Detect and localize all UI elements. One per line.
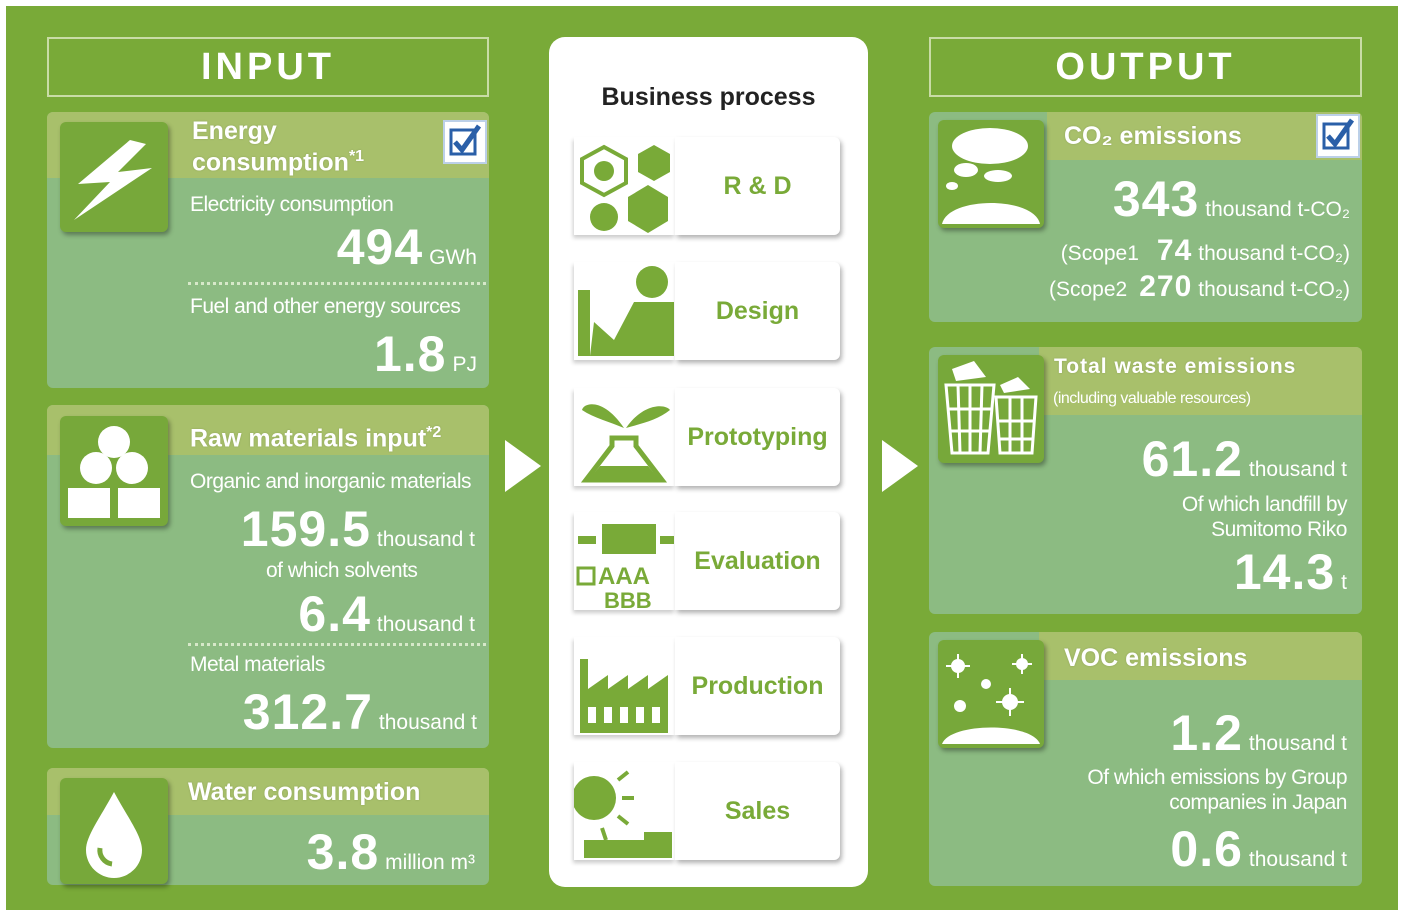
value: (Scope1 74 thousand t-CO₂) <box>1061 234 1350 268</box>
process-step: R & D <box>549 137 868 235</box>
value: 343 thousand t-CO₂ <box>1113 170 1350 228</box>
step-label: Evaluation <box>675 512 840 610</box>
value: 61.2 thousand t <box>1142 430 1347 488</box>
value: 1.8 PJ <box>374 325 477 383</box>
production-icon <box>574 637 675 735</box>
box-title: Water consumption <box>188 778 421 806</box>
unit: thousand t <box>1248 732 1347 755</box>
unit: t <box>1341 571 1347 594</box>
value: 1.2 thousand t <box>1170 704 1347 762</box>
flow-arrow <box>505 440 541 492</box>
process-step: Design <box>549 262 868 360</box>
title-strip <box>1039 632 1362 680</box>
scope-label: (Scope2 <box>1049 278 1128 301</box>
item-label: Organic and inorganic materials <box>190 470 471 493</box>
unit: million m³ <box>385 851 475 874</box>
title-strip <box>1039 347 1362 415</box>
unit: thousand t-CO₂) <box>1198 242 1350 265</box>
title-text: Energy consumption <box>192 117 349 177</box>
number: 312.7 <box>242 684 373 740</box>
step-label: Design <box>675 262 840 360</box>
box-title: CO₂ emissions <box>1064 122 1242 150</box>
evaluation-icon: AAA BBB <box>574 512 675 613</box>
step-label: Sales <box>675 762 840 860</box>
box-subtitle: (including valuable resources) <box>1053 390 1251 407</box>
value: 159.5 thousand t <box>241 500 475 558</box>
rd-icon <box>574 137 675 235</box>
title-text: Raw materials input <box>190 424 427 453</box>
process-panel: Business process R & D Design Prototypin… <box>549 37 868 887</box>
divider <box>188 282 486 285</box>
step-label: R & D <box>675 137 840 235</box>
divider <box>188 643 486 646</box>
flow-arrow <box>882 440 918 492</box>
process-step: Prototyping <box>549 388 868 486</box>
box-title: VOC emissions <box>1064 644 1248 672</box>
drop-icon <box>60 778 168 884</box>
number: 1.2 <box>1170 705 1243 761</box>
value: 3.8 million m³ <box>307 823 475 881</box>
value: 14.3 t <box>1234 543 1347 601</box>
note: *1 <box>348 148 365 165</box>
value: 0.6 thousand t <box>1170 820 1347 878</box>
voc-icon <box>938 640 1044 748</box>
unit: thousand t-CO₂) <box>1198 278 1350 301</box>
unit: thousand t <box>378 711 477 734</box>
item-label: Of which emissions by Group companies in… <box>1087 766 1347 814</box>
checkbox <box>443 120 487 164</box>
icon-text: BBB <box>604 588 652 610</box>
unit: thousand t <box>1248 458 1347 481</box>
value: 312.7 thousand t <box>243 683 477 741</box>
note: *2 <box>426 424 442 441</box>
lightning-icon <box>60 122 168 232</box>
process-step: AAA BBB Evaluation <box>549 512 868 613</box>
number: 74 <box>1156 234 1193 267</box>
sales-icon <box>572 762 675 860</box>
item-label: of which solvents <box>266 559 418 582</box>
output-heading: OUTPUT <box>929 37 1362 97</box>
item-label: Fuel and other energy sources <box>190 295 461 318</box>
value: 494 GWh <box>337 218 477 276</box>
item-label: Of which landfill by Sumitomo Riko <box>1181 493 1348 541</box>
process-title: Business process <box>601 83 816 111</box>
box-title: Total waste emissions <box>1054 355 1297 378</box>
number: 270 <box>1139 270 1193 303</box>
number: 14.3 <box>1233 544 1336 600</box>
unit: GWh <box>429 246 477 269</box>
process-step: Production <box>549 637 868 735</box>
item-label: Electricity consumption <box>190 193 394 216</box>
unit: thousand t <box>376 528 475 551</box>
checkbox <box>1316 114 1360 158</box>
number: 3.8 <box>306 824 380 880</box>
number: 1.8 <box>373 326 447 382</box>
number: 6.4 <box>298 586 371 642</box>
unit: thousand t <box>1248 848 1347 871</box>
number: 494 <box>336 219 424 275</box>
icon-text: AAA <box>598 563 650 590</box>
item-label: Metal materials <box>190 653 325 676</box>
design-icon <box>574 262 675 360</box>
number: 61.2 <box>1141 431 1243 487</box>
box-title: Raw materials input*2 <box>190 420 490 451</box>
step-label: Production <box>675 637 840 735</box>
value: 6.4 thousand t <box>298 585 475 643</box>
title-strip <box>1047 112 1362 160</box>
number: 159.5 <box>240 501 371 557</box>
step-label: Prototyping <box>675 388 840 486</box>
number: 0.6 <box>1170 821 1243 877</box>
input-heading: INPUT <box>47 37 489 97</box>
waste-icon <box>938 355 1044 463</box>
unit: thousand t <box>376 613 475 636</box>
scope-label: (Scope1 <box>1060 242 1139 265</box>
prototyping-icon <box>574 388 675 486</box>
unit: PJ <box>452 353 477 376</box>
unit: thousand t-CO₂ <box>1205 198 1350 221</box>
box-title: Energy consumption*1 <box>192 117 432 177</box>
number: 343 <box>1112 171 1200 227</box>
process-step: Sales <box>549 762 868 860</box>
co2-icon <box>938 120 1044 228</box>
materials-icon <box>60 416 168 526</box>
value: (Scope2 270 thousand t-CO₂) <box>1049 270 1350 304</box>
